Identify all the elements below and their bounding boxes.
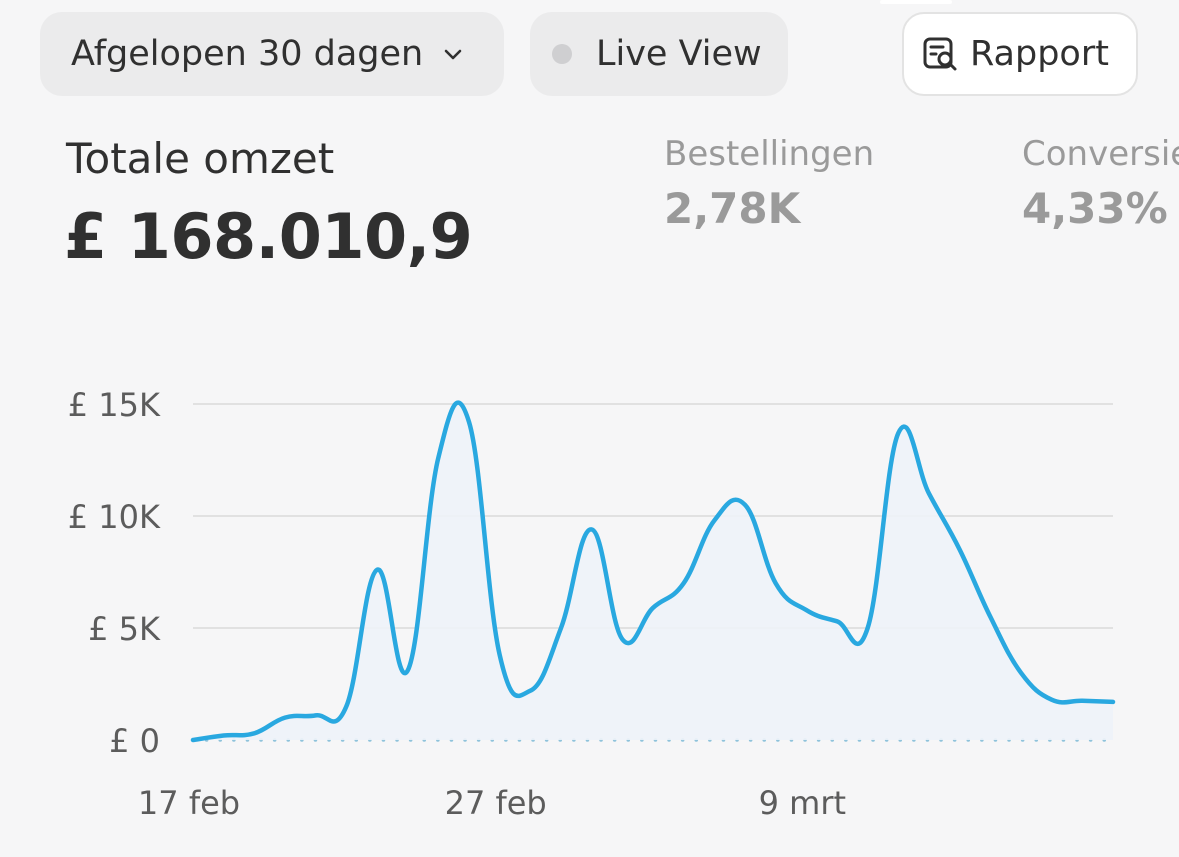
data-point: [958, 548, 962, 552]
data-point: [436, 456, 440, 460]
data-point: [620, 637, 624, 641]
data-point: [1080, 699, 1084, 703]
data-point: [774, 581, 778, 585]
revenue-series-line: [190, 400, 1116, 743]
orders-label[interactable]: Bestellingen: [664, 134, 875, 174]
chevron-down-icon: [441, 42, 465, 66]
data-point: [1111, 700, 1115, 704]
data-point: [559, 626, 563, 630]
y-tick-label: £ 10K: [68, 498, 161, 536]
live-status-dot-icon: [552, 44, 572, 64]
data-point: [222, 734, 226, 738]
x-tick-label: 27 feb: [445, 784, 547, 822]
data-point: [804, 608, 808, 612]
live-view-button[interactable]: Live View: [530, 12, 788, 96]
report-label: Rapport: [970, 34, 1109, 74]
data-point: [835, 619, 839, 623]
data-point: [314, 713, 318, 717]
data-point: [590, 527, 594, 531]
data-point: [682, 581, 686, 585]
data-point: [406, 669, 410, 673]
data-point: [651, 606, 655, 610]
data-point: [344, 704, 348, 708]
data-point: [988, 615, 992, 619]
total-revenue-value: £ 168.010,9: [64, 200, 473, 273]
y-tick-label: £ 15K: [68, 386, 161, 424]
date-range-selector[interactable]: Afgelopen 30 dagen: [40, 12, 504, 96]
conversion-value: 4,33%: [1022, 184, 1168, 233]
data-point: [743, 503, 747, 507]
data-point: [1019, 671, 1023, 675]
data-point: [1050, 698, 1054, 702]
data-point: [252, 731, 256, 735]
top-indicator: [880, 0, 952, 4]
data-point: [866, 626, 870, 630]
y-tick-label: £ 0: [109, 722, 160, 760]
revenue-area: [193, 402, 1113, 740]
data-point: [467, 420, 471, 424]
data-point: [528, 689, 532, 693]
x-tick-label: 9 mrt: [759, 784, 846, 822]
x-tick-label: 17 feb: [138, 784, 240, 822]
orders-value: 2,78K: [664, 184, 801, 233]
data-point: [375, 568, 379, 572]
data-point: [896, 431, 900, 435]
data-point: [927, 492, 931, 496]
data-point: [712, 518, 716, 522]
y-tick-label: £ 5K: [88, 610, 161, 648]
data-point: [191, 738, 195, 742]
data-point: [283, 716, 287, 720]
report-button[interactable]: Rapport: [902, 12, 1138, 96]
live-view-label: Live View: [596, 34, 762, 74]
total-revenue-label: Totale omzet: [66, 134, 335, 183]
conversion-label[interactable]: Conversie: [1022, 134, 1179, 174]
date-range-label: Afgelopen 30 dagen: [71, 34, 424, 74]
data-point: [498, 653, 502, 657]
report-search-icon: [922, 35, 960, 73]
